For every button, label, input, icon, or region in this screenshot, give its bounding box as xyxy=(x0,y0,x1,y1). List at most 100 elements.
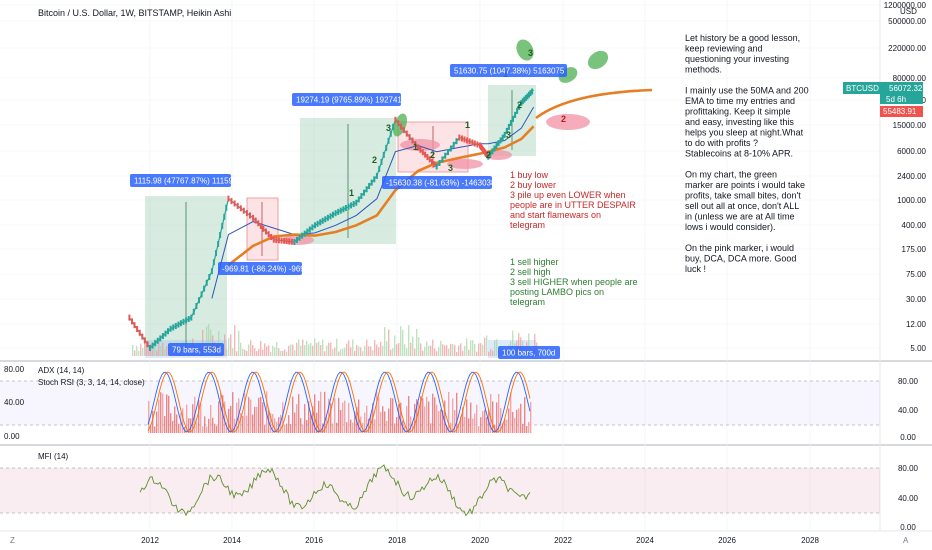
volume-bar xyxy=(490,349,492,356)
symbol-title[interactable]: Bitcoin / U.S. Dollar, 1W, BITSTAMP, Hei… xyxy=(38,8,231,18)
volume-bar xyxy=(284,349,286,356)
volume-bar xyxy=(246,350,248,356)
candle xyxy=(334,210,337,217)
candle xyxy=(249,212,251,219)
adx-bar xyxy=(214,423,216,433)
candle xyxy=(491,148,494,155)
adx-bar xyxy=(236,402,238,433)
candle xyxy=(192,308,195,315)
sell-note-line: 3 sell HIGHER when people are xyxy=(510,277,638,287)
candle xyxy=(514,111,517,118)
footer-right-label[interactable]: A xyxy=(903,536,909,545)
stoch-title[interactable]: Stoch RSI (3, 3, 14, 14, close) xyxy=(38,378,145,387)
measure-label-box xyxy=(498,346,560,359)
volume-bar xyxy=(352,339,354,356)
adx-bar xyxy=(226,422,228,433)
adx-bar xyxy=(162,393,164,433)
candle xyxy=(452,141,455,148)
candle xyxy=(421,149,424,156)
candle xyxy=(360,193,363,199)
volume-bar xyxy=(364,345,366,356)
adx-bar xyxy=(302,424,304,433)
adx-bar xyxy=(492,401,494,433)
adx-bar xyxy=(442,410,444,433)
volume-bar xyxy=(278,348,280,356)
adx-bar xyxy=(202,426,204,433)
measure-label-text: 79 bars, 553d xyxy=(172,346,221,355)
adx-histogram xyxy=(148,391,532,434)
adx-bar xyxy=(354,411,356,433)
adx-bar xyxy=(208,418,210,433)
adx-bar xyxy=(324,391,326,433)
candle xyxy=(493,145,496,152)
time-axis[interactable]: 2012 2014 2016 2018 2020 2022 2024 2026 2028 xyxy=(141,536,819,545)
time-tick-label: 2024 xyxy=(636,536,654,545)
candle xyxy=(441,156,444,163)
candle xyxy=(298,234,301,241)
adx-bar xyxy=(454,410,456,433)
candle xyxy=(476,141,479,148)
volume-bar xyxy=(232,348,234,356)
volume-bar xyxy=(462,350,464,356)
adx-bar xyxy=(150,426,152,433)
candle xyxy=(499,137,502,144)
adx-title[interactable]: ADX (14, 14) xyxy=(38,366,85,375)
candle xyxy=(205,279,208,286)
adx-bar xyxy=(474,413,476,433)
candle xyxy=(523,96,526,103)
adx-bar xyxy=(298,394,300,433)
volume-bar xyxy=(438,347,440,356)
adx-bar xyxy=(496,402,498,433)
price-badges: BTCUSD 56072.32 5d 6h 55483.91 xyxy=(843,82,923,117)
volume-bar xyxy=(322,339,324,356)
volume-bar xyxy=(260,340,262,356)
indicator-pane-mfi[interactable] xyxy=(0,446,880,530)
candle xyxy=(342,206,345,213)
adx-bar xyxy=(384,411,386,433)
adx-bar xyxy=(258,397,260,433)
adx-bar xyxy=(284,424,286,433)
candle xyxy=(428,156,431,163)
candle xyxy=(219,232,222,238)
candle xyxy=(230,198,233,205)
footer-left-label[interactable]: Z xyxy=(10,536,15,545)
adx-bar xyxy=(210,405,212,433)
ma-line-50 xyxy=(211,106,535,299)
volume-bar xyxy=(480,343,482,356)
candle xyxy=(521,98,524,105)
candle xyxy=(308,226,311,233)
candle xyxy=(156,337,159,344)
volume-bar xyxy=(454,345,456,356)
adx-bar xyxy=(528,422,530,433)
volume-bar xyxy=(286,351,288,356)
candle xyxy=(486,152,489,159)
volume-bar xyxy=(370,346,372,356)
volume-bar xyxy=(256,351,258,356)
volume-bar xyxy=(458,345,460,356)
price-axis[interactable]: 1200000.00500000.00220000.0080000.003500… xyxy=(884,1,927,353)
volume-bar xyxy=(460,343,462,356)
volume-bar xyxy=(270,351,272,356)
candle xyxy=(272,236,275,243)
volume-bar xyxy=(288,345,290,356)
adx-bar xyxy=(230,406,232,433)
adx-bar xyxy=(428,401,430,433)
adx-bar xyxy=(186,404,188,433)
volume-bar xyxy=(350,347,352,356)
adx-bar xyxy=(390,398,392,433)
measure-label-text: 19274.19 (9765.89%) 1927419 xyxy=(296,96,407,105)
adx-bar xyxy=(294,412,296,433)
volume-bar xyxy=(230,334,232,356)
mfi-title[interactable]: MFI (14) xyxy=(38,452,69,461)
candle xyxy=(512,115,514,122)
volume-bar xyxy=(468,349,470,356)
adx-bar xyxy=(470,402,472,433)
wave-label: 2 xyxy=(517,100,522,110)
candle xyxy=(296,236,298,243)
candle xyxy=(355,199,358,206)
adx-bar xyxy=(458,423,460,433)
adx-bar xyxy=(276,421,278,433)
volume-bar xyxy=(374,340,376,356)
time-tick-label: 2022 xyxy=(554,536,572,545)
adx-bar xyxy=(344,400,346,433)
